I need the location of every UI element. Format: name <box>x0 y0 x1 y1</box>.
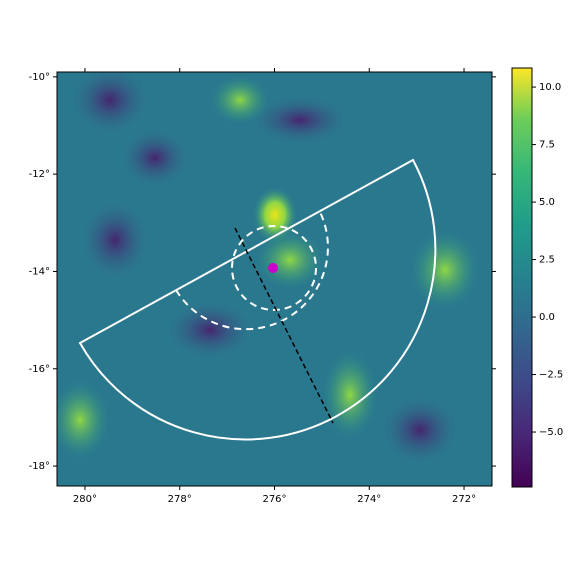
colorbar-tick-label: 0.0 <box>539 312 555 323</box>
region-circle <box>231 225 317 311</box>
y-tick-label: -18° <box>29 461 50 472</box>
x-tick-label: 280° <box>73 494 97 505</box>
sector <box>78 158 437 441</box>
sky-image <box>57 72 492 486</box>
colorbar-tick-label: 5.0 <box>539 197 555 208</box>
y-tick-label: -16° <box>29 364 50 375</box>
x-tick-label: 278° <box>168 494 192 505</box>
y-tick-label: -14° <box>29 266 50 277</box>
colorbar-tick-label: 10.0 <box>539 82 561 93</box>
y-tick-label: -10° <box>29 72 50 83</box>
y-tick-label: -12° <box>29 169 50 180</box>
x-tick-label: 274° <box>357 494 381 505</box>
x-tick-label: 276° <box>262 494 286 505</box>
profile-line <box>234 227 334 424</box>
colorbar-tick-label: 7.5 <box>539 140 555 151</box>
source-marker <box>268 263 278 273</box>
colorbar-tick-label: 2.5 <box>539 255 555 266</box>
x-tick-label: 272° <box>452 494 476 505</box>
colorbar-tick-label: −2.5 <box>539 370 563 381</box>
colorbar <box>511 67 533 488</box>
inner-arc <box>175 211 329 331</box>
colorbar-tick-label: −5.0 <box>539 427 563 438</box>
